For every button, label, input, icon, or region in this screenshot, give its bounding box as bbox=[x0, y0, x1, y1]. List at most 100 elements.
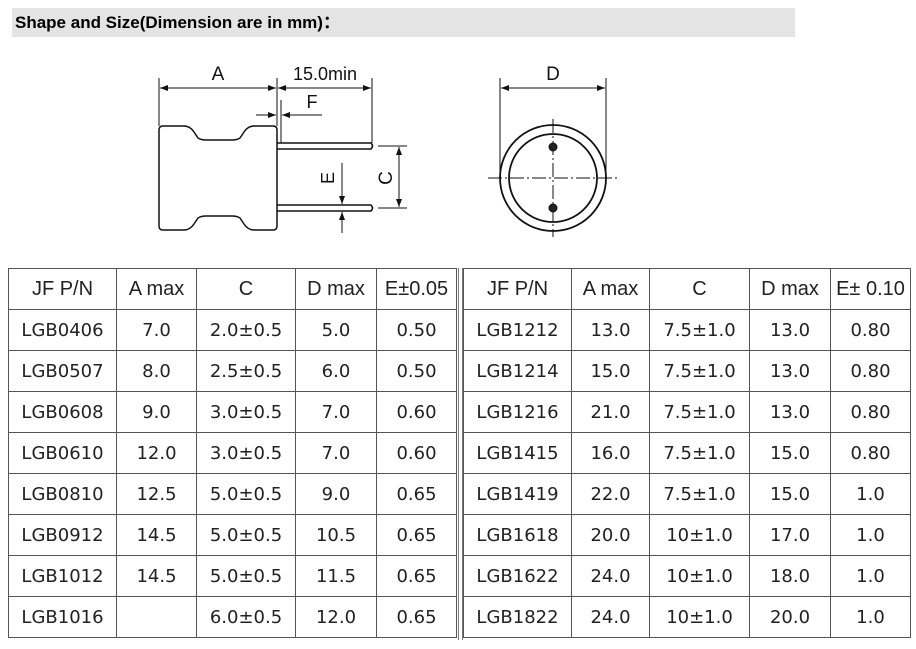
label-f: F bbox=[307, 92, 318, 112]
header-c: C bbox=[649, 268, 750, 310]
cell: 10±1.0 bbox=[649, 514, 750, 556]
cell: LGB1012 bbox=[8, 555, 117, 597]
header-d-max: D max bbox=[295, 268, 377, 310]
cell: 10±1.0 bbox=[649, 555, 750, 597]
cell: 15.0 bbox=[749, 473, 831, 515]
cell: 3.0±0.5 bbox=[196, 391, 296, 433]
cell: 0.50 bbox=[376, 350, 457, 392]
table-row: LGB0912 14.5 5.0±0.5 10.5 0.65 bbox=[8, 514, 457, 556]
cell: 1.0 bbox=[830, 514, 911, 556]
cell: 15.0 bbox=[571, 350, 650, 392]
table-row: LGB1415 16.0 7.5±1.0 15.0 0.80 bbox=[463, 432, 911, 474]
cell: 7.5±1.0 bbox=[649, 350, 750, 392]
header-e: E± 0.10 bbox=[830, 268, 911, 310]
cell: LGB1212 bbox=[463, 309, 572, 351]
dimension-table-left: JF P/N A max C D max E±0.05 LGB0406 7.0 2.… bbox=[8, 268, 457, 638]
cell: LGB1016 bbox=[8, 596, 117, 638]
cell: 0.80 bbox=[830, 309, 911, 351]
table-row: LGB1016 6.0±0.5 12.0 0.65 bbox=[8, 596, 457, 638]
cell: 9.0 bbox=[295, 473, 377, 515]
header-part-number: JF P/N bbox=[8, 268, 117, 310]
table-divider bbox=[458, 268, 463, 640]
cell: 7.0 bbox=[116, 309, 197, 351]
header-d-max: D max bbox=[749, 268, 831, 310]
cell: LGB1618 bbox=[463, 514, 572, 556]
lead-top bbox=[277, 142, 374, 150]
cell: 13.0 bbox=[749, 391, 831, 433]
cell: 5.0±0.5 bbox=[196, 555, 296, 597]
cell: LGB0610 bbox=[8, 432, 117, 474]
cell: 1.0 bbox=[830, 596, 911, 638]
table-row: LGB0810 12.5 5.0±0.5 9.0 0.65 bbox=[8, 473, 457, 515]
cell: 13.0 bbox=[749, 350, 831, 392]
cell: 8.0 bbox=[116, 350, 197, 392]
cell: 20.0 bbox=[749, 596, 831, 638]
cell: 13.0 bbox=[571, 309, 650, 351]
cell: 2.0±0.5 bbox=[196, 309, 296, 351]
table-row: LGB1618 20.0 10±1.0 17.0 1.0 bbox=[463, 514, 911, 556]
cell: 7.5±1.0 bbox=[649, 391, 750, 433]
cell: 6.0 bbox=[295, 350, 377, 392]
cell: 1.0 bbox=[830, 473, 911, 515]
cell: 15.0 bbox=[749, 432, 831, 474]
table-row: LGB0406 7.0 2.0±0.5 5.0 0.50 bbox=[8, 309, 457, 351]
cell: LGB1419 bbox=[463, 473, 572, 515]
table-row: LGB1622 24.0 10±1.0 18.0 1.0 bbox=[463, 555, 911, 597]
label-e: E bbox=[318, 172, 338, 184]
header-part-number: JF P/N bbox=[463, 268, 572, 310]
cell: 5.0±0.5 bbox=[196, 514, 296, 556]
header-c: C bbox=[196, 268, 296, 310]
label-a: A bbox=[212, 64, 225, 85]
lead-bottom bbox=[277, 204, 374, 212]
header-a-max: A max bbox=[116, 268, 197, 310]
table-header-row: JF P/N A max C D max E±0.05 bbox=[8, 268, 457, 310]
cell bbox=[116, 596, 197, 638]
cell: 22.0 bbox=[571, 473, 650, 515]
end-view bbox=[488, 78, 618, 237]
header-e: E±0.05 bbox=[376, 268, 457, 310]
cell: LGB0507 bbox=[8, 350, 117, 392]
label-d: D bbox=[546, 64, 560, 85]
cell: 5.0 bbox=[295, 309, 377, 351]
cell: 13.0 bbox=[749, 309, 831, 351]
table-row: LGB1214 15.0 7.5±1.0 13.0 0.80 bbox=[463, 350, 911, 392]
header-a-max: A max bbox=[571, 268, 650, 310]
cell: 7.5±1.0 bbox=[649, 473, 750, 515]
cell: 6.0±0.5 bbox=[196, 596, 296, 638]
cell: 0.80 bbox=[830, 391, 911, 433]
cell: 3.0±0.5 bbox=[196, 432, 296, 474]
cell: 20.0 bbox=[571, 514, 650, 556]
cell: 14.5 bbox=[116, 514, 197, 556]
cell: LGB1214 bbox=[463, 350, 572, 392]
dimension-table-right: JF P/N A max C D max E± 0.10 LGB1212 13.0… bbox=[463, 268, 911, 638]
cell: 12.0 bbox=[295, 596, 377, 638]
cell: LGB0810 bbox=[8, 473, 117, 515]
cell: 16.0 bbox=[571, 432, 650, 474]
cell: 9.0 bbox=[116, 391, 197, 433]
cell: 17.0 bbox=[749, 514, 831, 556]
cell: 5.0±0.5 bbox=[196, 473, 296, 515]
cell: 0.80 bbox=[830, 350, 911, 392]
label-c: C bbox=[376, 171, 397, 185]
cell: 24.0 bbox=[571, 555, 650, 597]
cell: 7.0 bbox=[295, 432, 377, 474]
cell: LGB1822 bbox=[463, 596, 572, 638]
cell: 14.5 bbox=[116, 555, 197, 597]
cell: 2.5±0.5 bbox=[196, 350, 296, 392]
section-title: Shape and Size(Dimension are in mm)： bbox=[12, 8, 795, 37]
cell: 7.0 bbox=[295, 391, 377, 433]
cell: 10±1.0 bbox=[649, 596, 750, 638]
cell: 0.80 bbox=[830, 432, 911, 474]
cell: 10.5 bbox=[295, 514, 377, 556]
cell: LGB1216 bbox=[463, 391, 572, 433]
cell: 21.0 bbox=[571, 391, 650, 433]
table-row: LGB1419 22.0 7.5±1.0 15.0 1.0 bbox=[463, 473, 911, 515]
cell: 24.0 bbox=[571, 596, 650, 638]
cell: LGB0406 bbox=[8, 309, 117, 351]
table-row: LGB0608 9.0 3.0±0.5 7.0 0.60 bbox=[8, 391, 457, 433]
cell: 0.50 bbox=[376, 309, 457, 351]
cell: 7.5±1.0 bbox=[649, 309, 750, 351]
cell: 0.65 bbox=[376, 473, 457, 515]
cell: 7.5±1.0 bbox=[649, 432, 750, 474]
side-view bbox=[158, 78, 407, 233]
